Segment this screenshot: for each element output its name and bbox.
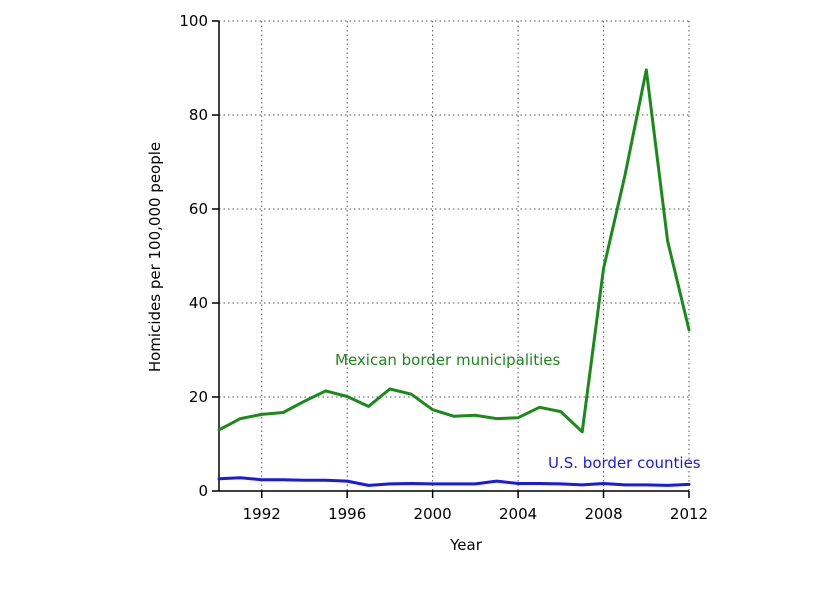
series-label-us: U.S. border counties <box>548 454 701 472</box>
y-tick-label: 100 <box>179 12 208 30</box>
x-tick-label: 2004 <box>499 505 537 523</box>
series-line-0 <box>217 68 691 434</box>
y-tick-label: 60 <box>189 200 208 218</box>
x-tick-label: 2008 <box>584 505 622 523</box>
series-label-mexican: Mexican border municipalities <box>335 351 560 369</box>
x-tick-label: 2012 <box>670 505 708 523</box>
series-line-1 <box>217 476 691 487</box>
x-axis-title: Year <box>449 536 483 554</box>
series-lines <box>217 68 691 487</box>
y-tick-label: 40 <box>189 294 208 312</box>
y-tick-label: 0 <box>198 482 208 500</box>
axes <box>218 21 689 492</box>
y-axis-title: Homicides per 100,000 people <box>146 142 164 372</box>
x-tick-label: 1992 <box>243 505 281 523</box>
grid <box>219 20 690 491</box>
y-tick-label: 20 <box>189 388 208 406</box>
y-tick-label: 80 <box>189 106 208 124</box>
y-axis-ticks: 0 20 40 60 80 100 <box>179 12 219 500</box>
x-axis-ticks: 1992 1996 2000 2004 2008 2012 <box>243 491 708 523</box>
x-tick-label: 1996 <box>328 505 366 523</box>
x-tick-label: 2000 <box>414 505 452 523</box>
